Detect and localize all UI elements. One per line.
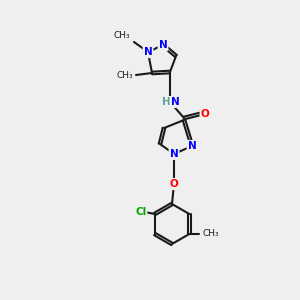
Text: N: N: [144, 47, 152, 57]
Text: O: O: [169, 179, 178, 189]
Text: N: N: [159, 40, 167, 50]
Text: H: H: [162, 97, 170, 107]
Text: CH₃: CH₃: [116, 70, 133, 80]
Text: N: N: [169, 149, 178, 159]
Text: N: N: [188, 141, 196, 151]
Text: Cl: Cl: [135, 207, 146, 217]
Text: O: O: [201, 109, 209, 119]
Text: CH₃: CH₃: [113, 31, 130, 40]
Text: N: N: [171, 97, 179, 107]
Text: CH₃: CH₃: [202, 230, 219, 238]
